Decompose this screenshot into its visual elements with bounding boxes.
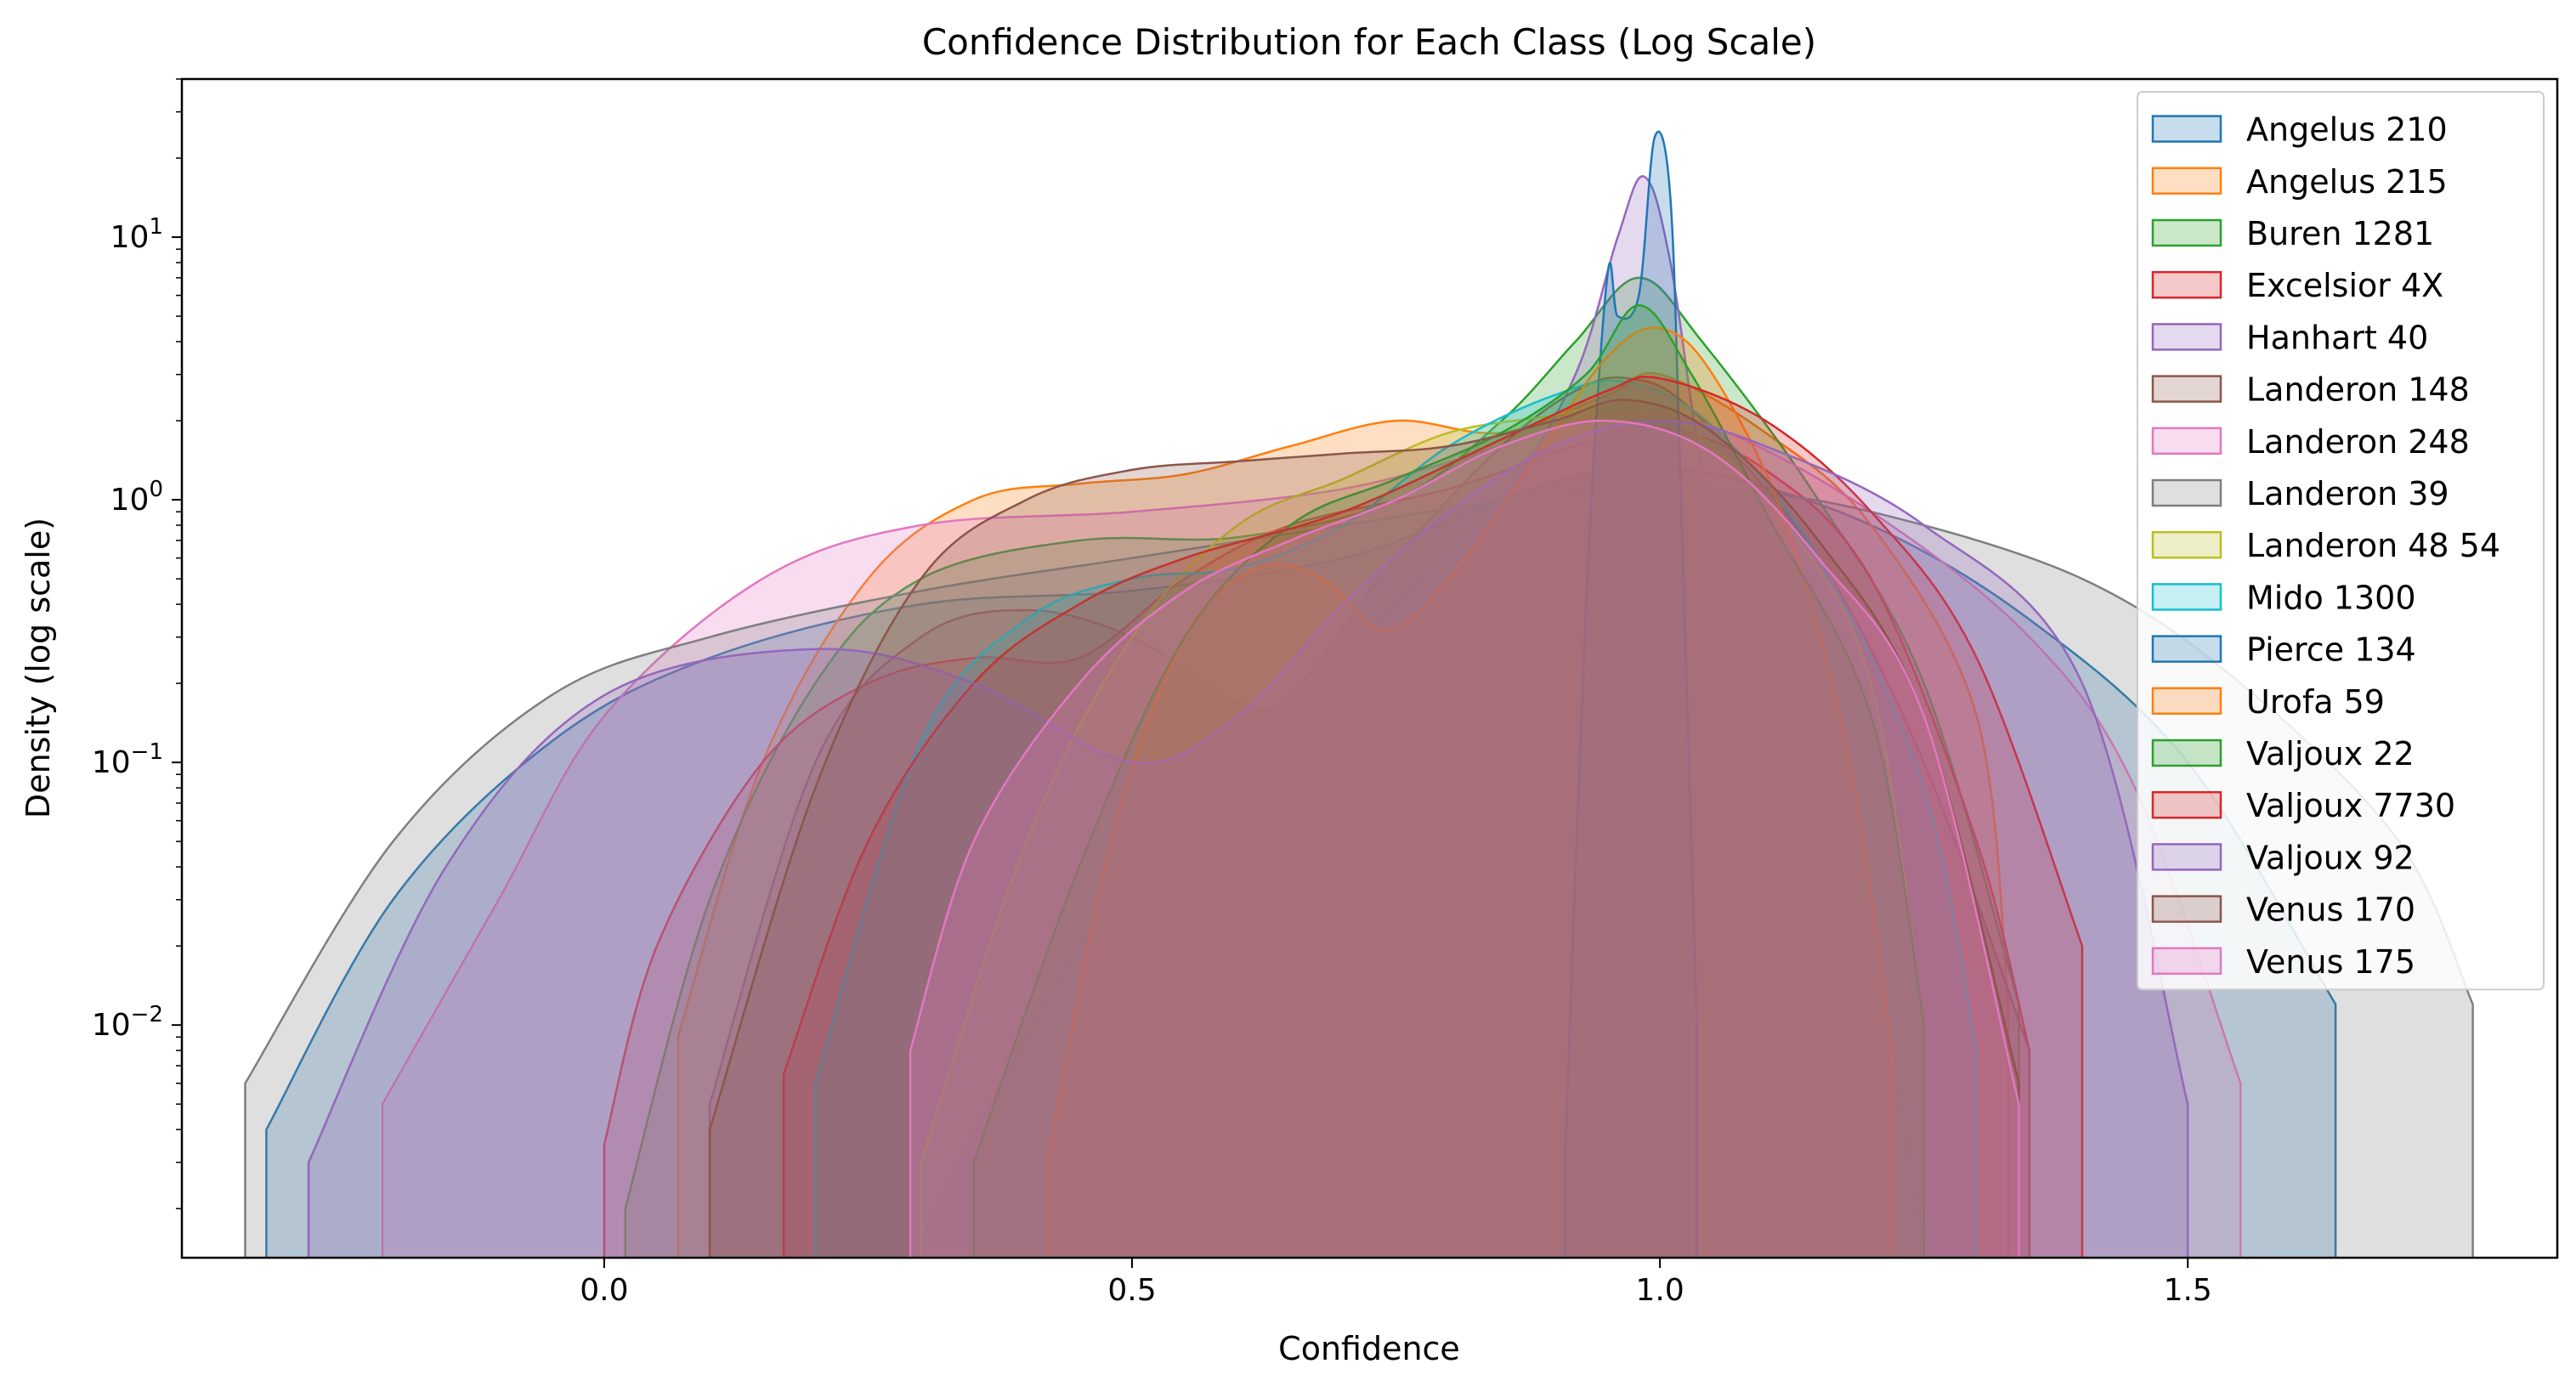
legend-label: Venus 170 [2246, 891, 2415, 929]
series-area-2 [677, 371, 2010, 1258]
series-area-14 [782, 376, 2084, 1258]
series-area-15 [307, 419, 2189, 1258]
legend-swatch [2151, 167, 2222, 195]
legend-label: Venus 175 [2246, 943, 2415, 981]
legend-label: Hanhart 40 [2246, 319, 2428, 356]
legend-label: Mido 1300 [2246, 579, 2416, 616]
legend-swatch [2151, 583, 2222, 611]
legend-label: Valjoux 22 [2246, 735, 2415, 772]
series-area-4 [603, 424, 2031, 1258]
legend-label: Excelsior 4X [2246, 267, 2443, 304]
legend-label: Valjoux 7730 [2246, 787, 2455, 824]
legend-label: Valjoux 92 [2246, 839, 2415, 876]
legend-swatch [2151, 687, 2222, 716]
legend-swatch [2151, 115, 2222, 143]
legend-swatch [2151, 323, 2222, 351]
legend-swatch [2151, 218, 2222, 247]
series-area-9 [920, 399, 1925, 1258]
series-layer [244, 130, 2474, 1258]
legend-label: Landeron 248 [2246, 423, 2470, 461]
legend-label: Landeron 39 [2246, 475, 2449, 512]
x-axis-label: Confidence [1278, 1330, 1460, 1367]
legend-swatch [2151, 843, 2222, 871]
x-tick-label: 1.5 [2164, 1273, 2212, 1308]
x-axis: 0.0 0.5 1.0 1.5 [580, 1258, 2212, 1308]
series-area-11 [1564, 130, 1698, 1258]
legend-swatch [2151, 375, 2222, 403]
legend-swatch [2151, 790, 2222, 819]
legend: Angelus 210 Angelus 215 Buren 1281 Excelsio… [2137, 91, 2545, 991]
series-area-12 [1046, 326, 1894, 1258]
legend-swatch [2151, 530, 2222, 559]
series-area-17 [909, 419, 2020, 1258]
legend-label: Urofa 59 [2246, 683, 2385, 721]
legend-label: Angelus 210 [2246, 111, 2448, 149]
series-area-16 [708, 399, 2020, 1258]
legend-label: Pierce 134 [2246, 631, 2416, 669]
legend-label: Buren 1281 [2246, 215, 2434, 252]
legend-label: Landeron 48 54 [2246, 527, 2500, 564]
chart-title: Confidence Distribution for Each Class (… [922, 21, 1816, 63]
legend-swatch [2151, 270, 2222, 299]
legend-swatch [2151, 895, 2222, 923]
series-area-13 [972, 304, 1925, 1258]
x-tick-label: 0.0 [580, 1273, 628, 1308]
legend-swatch [2151, 947, 2222, 976]
series-area-6 [708, 376, 2031, 1258]
series-area-1 [265, 466, 2337, 1258]
legend-swatch [2151, 478, 2222, 507]
y-axis-label: Density (log scale) [20, 518, 57, 818]
y-tick-label: 10−2 [92, 1002, 163, 1043]
legend-label: Angelus 215 [2246, 163, 2448, 201]
series-area-5 [920, 175, 1925, 1258]
legend-label: Landeron 148 [2246, 371, 2470, 409]
x-tick-label: 1.0 [1635, 1273, 1684, 1308]
plot-frame [180, 77, 2559, 1259]
legend-box [2137, 91, 2545, 991]
legend-swatch [2151, 427, 2222, 456]
y-tick-label: 10−1 [92, 739, 163, 780]
x-tick-label: 0.5 [1107, 1273, 1156, 1308]
legend-swatch [2151, 738, 2222, 767]
legend-swatch [2151, 635, 2222, 663]
